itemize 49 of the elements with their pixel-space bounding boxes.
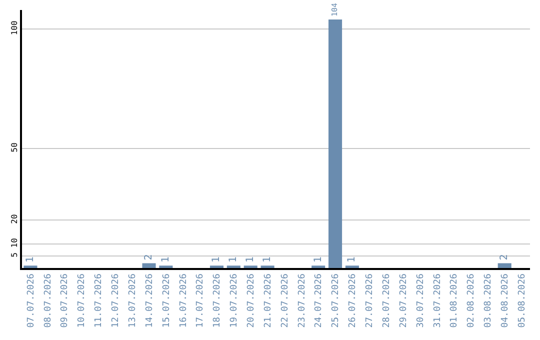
data-label: 1 <box>211 256 222 263</box>
x-tick-label: 10.07.2026 <box>77 274 88 328</box>
y-tick-label: 5 <box>10 252 19 258</box>
x-tick-label: 02.08.2026 <box>466 274 477 328</box>
x-tick-label: 05.08.2026 <box>517 274 528 328</box>
x-tick-label: 20.07.2026 <box>246 274 257 328</box>
x-tick-label: 03.08.2026 <box>484 274 494 328</box>
x-tick-label: 07.07.2026 <box>26 274 36 328</box>
x-tick-label: 15.07.2026 <box>162 274 172 328</box>
data-label: 2 <box>144 254 154 260</box>
x-tick-label: 14.07.2026 <box>144 274 155 328</box>
x-tick-label: 11.07.2026 <box>94 274 104 328</box>
data-label: 1 <box>346 256 358 263</box>
x-tick-label: 09.07.2026 <box>60 274 70 328</box>
x-tick-label: 19.07.2026 <box>230 274 240 328</box>
x-tick-label: 17.07.2026 <box>196 274 206 328</box>
data-label: 1 <box>312 256 324 263</box>
x-tick-label: 12.07.2026 <box>111 274 122 328</box>
x-tick-label: 23.07.2026 <box>297 274 308 328</box>
x-tick-label: 18.07.2026 <box>212 274 223 328</box>
x-tick-label: 31.07.2026 <box>432 274 443 328</box>
x-tick-label: 28.07.2026 <box>382 274 392 328</box>
x-tick-label: 04.08.2026 <box>500 274 511 328</box>
x-tick-label: 16.07.2026 <box>178 274 189 328</box>
data-label: 2 <box>499 254 510 260</box>
data-label: 1 <box>24 256 36 263</box>
x-tick-label: 29.07.2026 <box>398 274 409 328</box>
x-tick-label: 08.07.2026 <box>43 274 54 328</box>
data-label: 1 <box>160 256 172 263</box>
bar <box>328 20 342 268</box>
x-tick-label: 26.07.2026 <box>348 274 358 328</box>
x-tick-label: 27.07.2026 <box>365 274 376 328</box>
x-tick-label: 22.07.2026 <box>280 274 290 328</box>
x-tick-label: 25.07.2026 <box>331 274 342 328</box>
bar <box>498 263 512 268</box>
y-tick-label: 10 <box>10 238 19 248</box>
bar <box>142 263 156 268</box>
x-tick-label: 13.07.2026 <box>128 274 138 328</box>
y-tick-label: 20 <box>10 214 19 224</box>
data-label: 1 <box>262 256 274 263</box>
y-tick-label: 50 <box>10 142 19 152</box>
x-tick-label: 24.07.2026 <box>314 274 324 328</box>
x-tick-label: 21.07.2026 <box>263 274 274 328</box>
x-tick-label: 01.08.2026 <box>450 274 460 328</box>
data-label: 1 <box>245 256 256 263</box>
x-tick-label: 30.07.2026 <box>416 274 426 328</box>
y-tick-label: 100 <box>10 20 19 36</box>
data-label: 104 <box>330 2 340 17</box>
data-label: 1 <box>228 256 240 263</box>
